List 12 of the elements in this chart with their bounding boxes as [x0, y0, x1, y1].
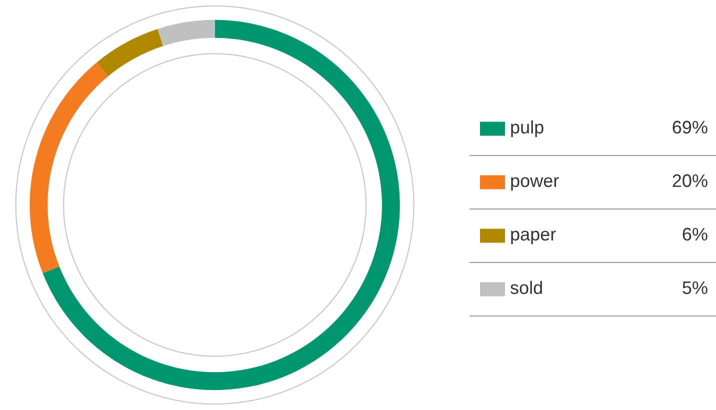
data-label: 5%: [682, 281, 708, 294]
legend-label: sold: [510, 280, 542, 294]
donut-slice: [158, 20, 215, 46]
donut-slice: [30, 62, 108, 274]
legend-label: pulp: [511, 120, 544, 138]
data-label: 6%: [682, 228, 708, 241]
legend-label: paper: [511, 230, 556, 244]
donut-slice: [96, 28, 164, 76]
data-label: 69%: [672, 120, 708, 134]
data-label: 20%: [672, 174, 708, 188]
donut-slice: [42, 20, 400, 390]
legend-label: power: [511, 177, 559, 191]
